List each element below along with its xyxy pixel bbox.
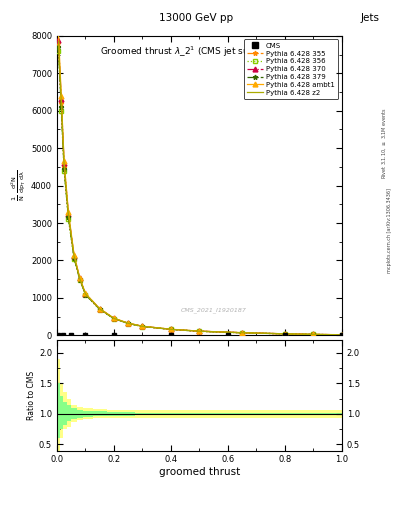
Text: CMS_2021_I1920187: CMS_2021_I1920187 bbox=[181, 307, 247, 313]
Y-axis label: $\mathregular{\frac{1}{N}\ \frac{d^2N}{dp_T\ d\lambda}}$: $\mathregular{\frac{1}{N}\ \frac{d^2N}{d… bbox=[10, 170, 28, 201]
Text: Jets: Jets bbox=[360, 13, 379, 23]
Text: mcplots.cern.ch [arXiv:1306.3436]: mcplots.cern.ch [arXiv:1306.3436] bbox=[387, 188, 391, 273]
Text: 13000 GeV pp: 13000 GeV pp bbox=[160, 13, 233, 23]
Legend: CMS, Pythia 6.428 355, Pythia 6.428 356, Pythia 6.428 370, Pythia 6.428 379, Pyt: CMS, Pythia 6.428 355, Pythia 6.428 356,… bbox=[244, 39, 338, 99]
X-axis label: groomed thrust: groomed thrust bbox=[159, 467, 240, 477]
Text: Rivet 3.1.10, $\geq$ 3.1M events: Rivet 3.1.10, $\geq$ 3.1M events bbox=[380, 108, 388, 179]
Y-axis label: Ratio to CMS: Ratio to CMS bbox=[27, 371, 36, 420]
Text: Groomed thrust $\lambda\_2^1$ (CMS jet substructure): Groomed thrust $\lambda\_2^1$ (CMS jet s… bbox=[100, 45, 299, 59]
